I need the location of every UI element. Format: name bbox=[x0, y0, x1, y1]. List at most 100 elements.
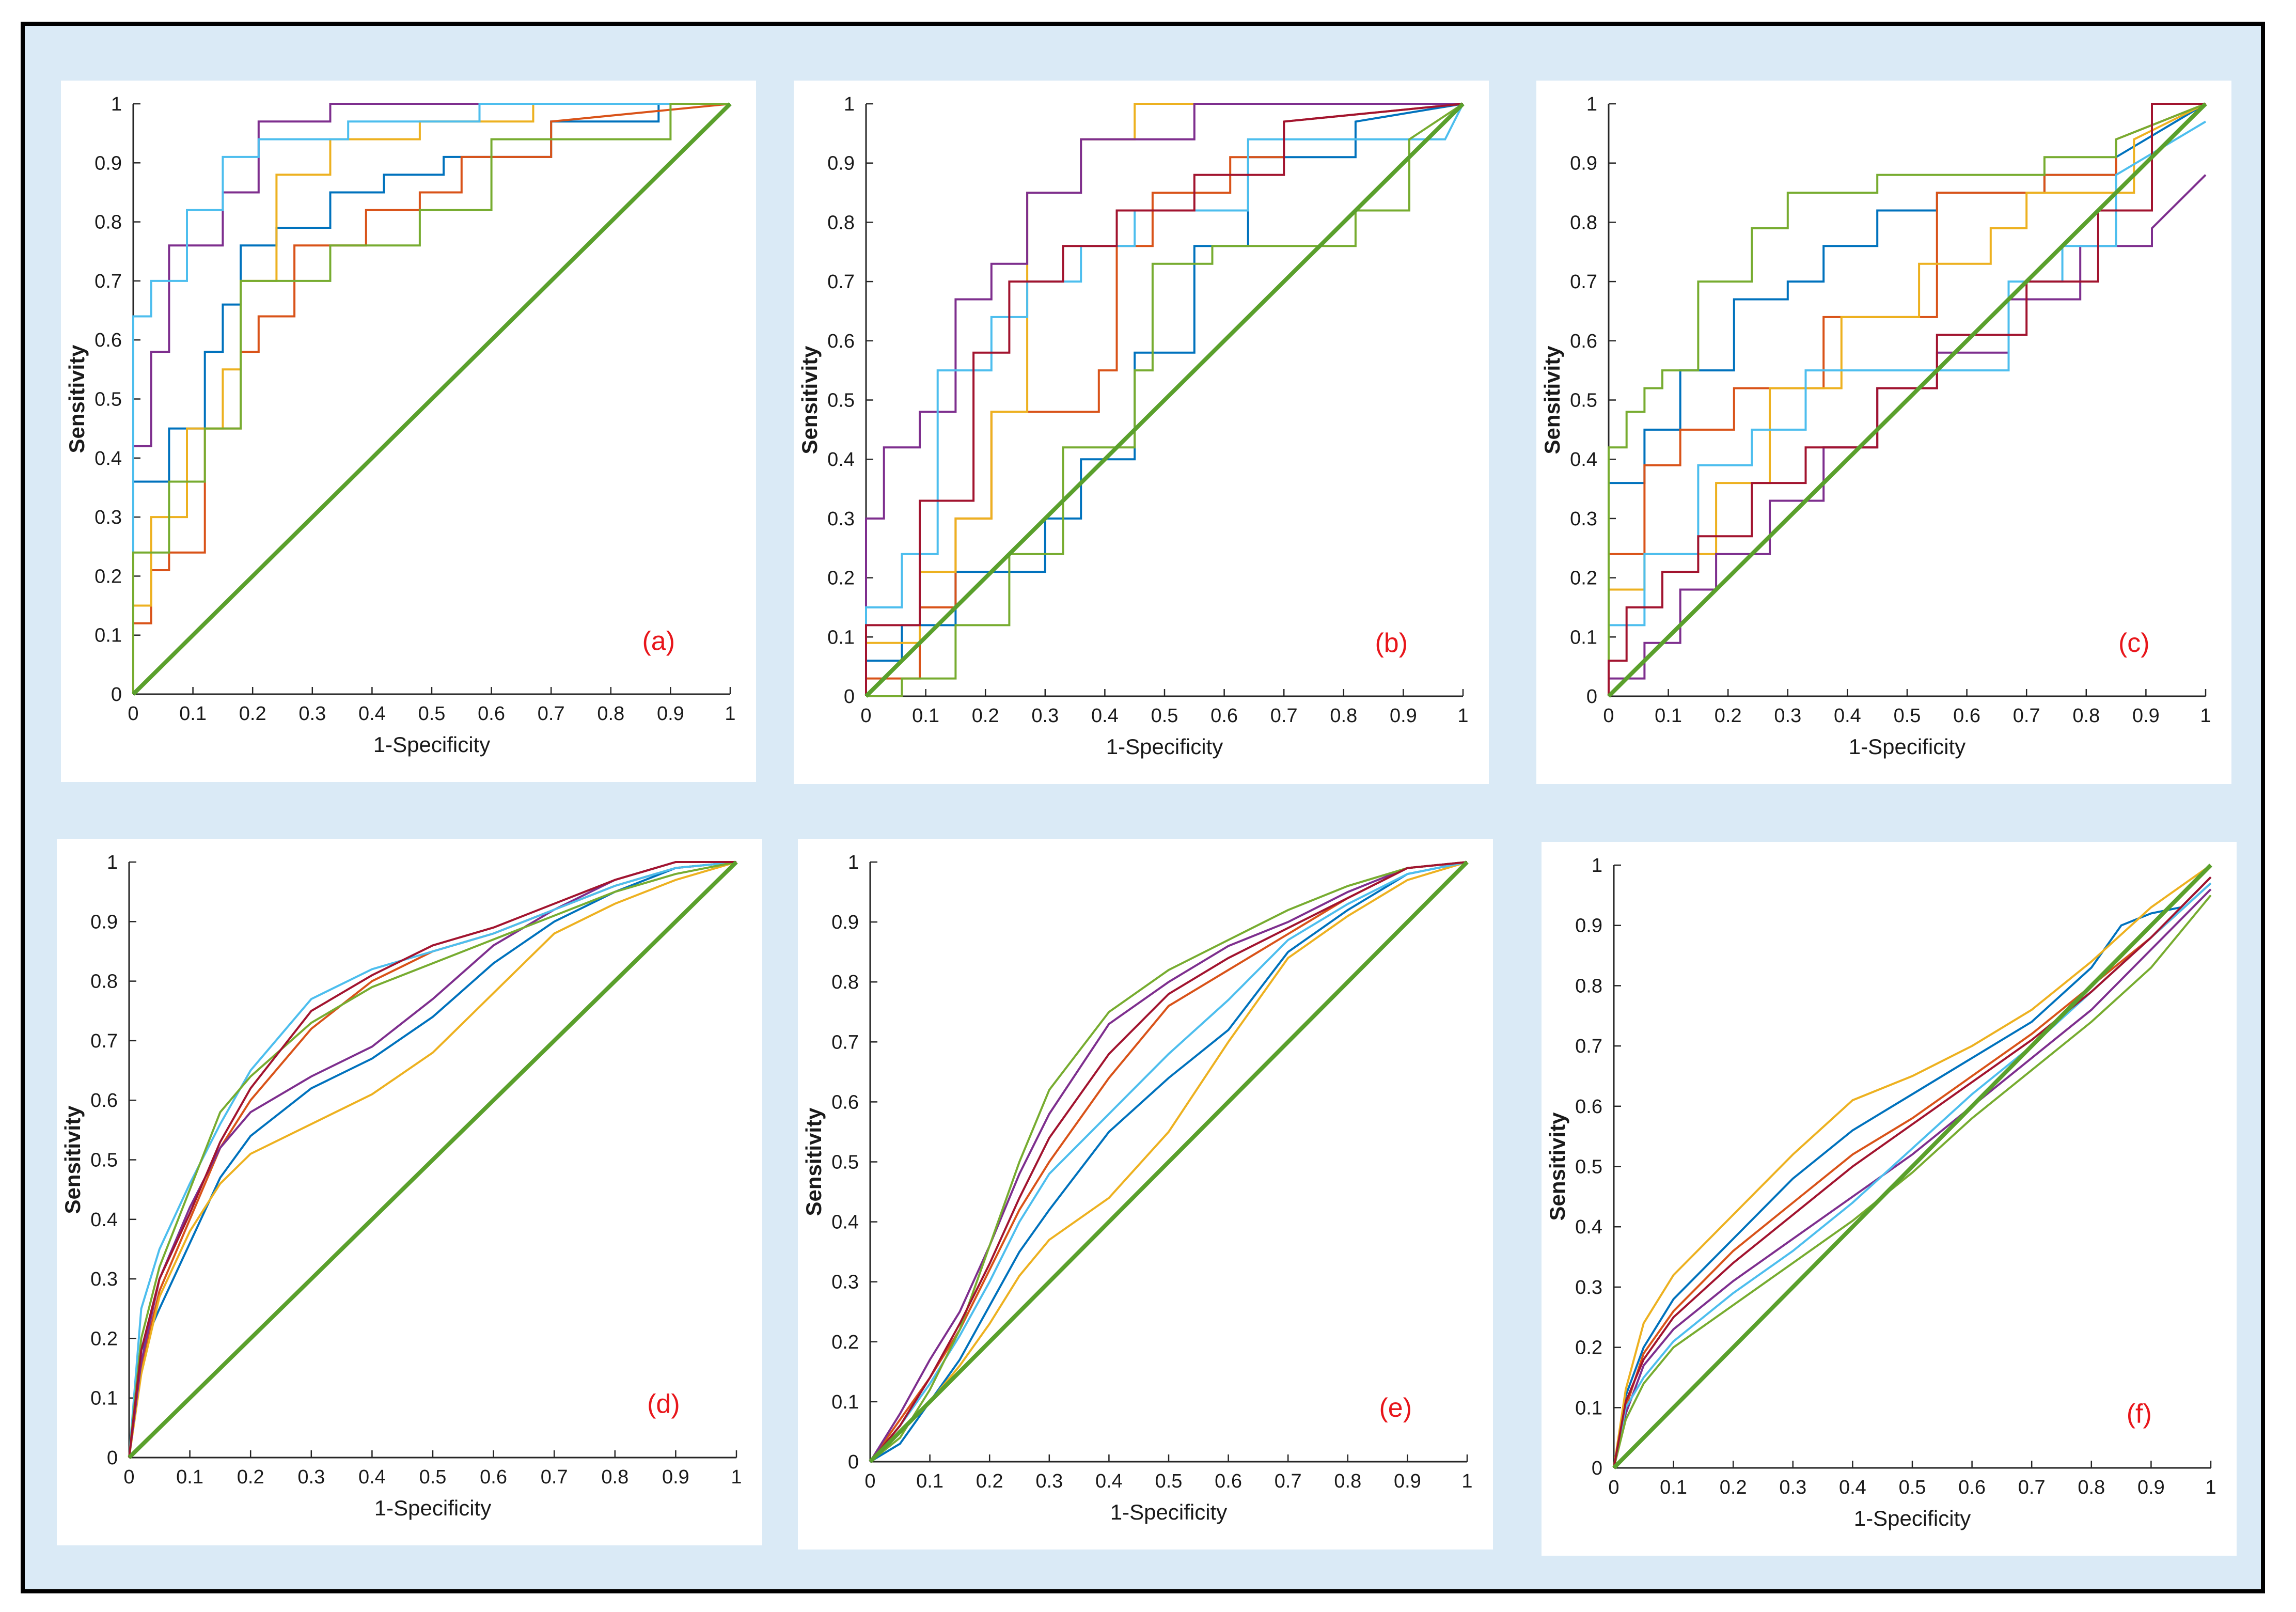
roc-curve-s6 bbox=[866, 103, 1464, 697]
roc-curve-s3 bbox=[1613, 864, 2212, 1468]
y-tick-label: 0.2 bbox=[827, 568, 855, 589]
x-tick-label: 0.4 bbox=[1091, 705, 1119, 727]
x-tick-label: 0.7 bbox=[2013, 705, 2040, 727]
y-tick-label: 0.1 bbox=[1570, 627, 1597, 648]
x-tick-label: 0.2 bbox=[237, 1466, 264, 1488]
y-axis-label: Sensitivity bbox=[65, 345, 89, 453]
y-tick-label: 0.3 bbox=[95, 507, 122, 528]
y-tick-label: 0.7 bbox=[90, 1030, 118, 1052]
x-tick-label: 0.5 bbox=[1894, 705, 1921, 727]
x-tick-label: 0.2 bbox=[972, 705, 999, 727]
roc-chart-svg: 0 0.1 0.2 0.3 0.4 0.5 0.6 0.7 0.8 0.9 1 0 0.1 0.2 0.3 0… bbox=[801, 852, 1473, 1524]
y-tick-label: 0.9 bbox=[831, 912, 859, 933]
chance-diagonal-line bbox=[1612, 864, 2212, 1469]
x-tick-label: 0.8 bbox=[2072, 705, 2100, 727]
y-tick-label: 0.6 bbox=[95, 330, 122, 351]
panel-tag: (a) bbox=[642, 626, 675, 656]
y-tick-label: 0 bbox=[844, 686, 855, 708]
x-tick-label: 0.1 bbox=[912, 705, 939, 727]
roc-curve-s7 bbox=[1608, 103, 2206, 696]
x-tick-label: 0.6 bbox=[480, 1466, 507, 1488]
x-tick-label: 0.3 bbox=[1774, 705, 1801, 727]
roc-curve-s6 bbox=[1613, 895, 2212, 1468]
y-tick-label: 0 bbox=[1586, 686, 1597, 708]
y-tick-label: 0.4 bbox=[95, 448, 122, 469]
y-tick-label: 0.9 bbox=[827, 153, 855, 175]
x-axis-label: 1-Specificity bbox=[374, 1496, 491, 1520]
chance-diagonal-line bbox=[864, 102, 1465, 698]
roc-curve-s6 bbox=[132, 103, 730, 694]
y-tick-label: 0.7 bbox=[827, 271, 855, 293]
x-tick-label: 0.9 bbox=[2137, 1477, 2165, 1498]
y-tick-label: 0.1 bbox=[95, 625, 122, 647]
y-tick-label: 0.2 bbox=[90, 1328, 118, 1350]
x-tick-label: 0 bbox=[128, 703, 138, 725]
y-tick-label: 0.4 bbox=[1575, 1216, 1602, 1238]
roc-curve-s7 bbox=[1613, 876, 2212, 1468]
x-tick-label: 0.8 bbox=[2078, 1477, 2105, 1498]
x-axis-label: 1-Specificity bbox=[1849, 734, 1965, 759]
y-axis-label: Sensitivity bbox=[1545, 1112, 1569, 1221]
x-tick-label: 0.6 bbox=[478, 703, 505, 725]
chance-diagonal-line bbox=[1607, 102, 2207, 698]
roc-panel-b: 0 0.1 0.2 0.3 0.4 0.5 0.6 0.7 0.8 0.9 1 0 0.1 0.2 0.3 0… bbox=[794, 81, 1489, 784]
x-tick-label: 0.2 bbox=[239, 703, 266, 725]
x-tick-label: 1 bbox=[1461, 1470, 1472, 1492]
roc-panel-d: 0 0.1 0.2 0.3 0.4 0.5 0.6 0.7 0.8 0.9 1 0 0.1 0.2 0.3 0… bbox=[57, 839, 762, 1545]
roc-curve-s4 bbox=[1613, 888, 2212, 1468]
y-tick-label: 0.2 bbox=[95, 566, 122, 587]
x-axis-label: 1-Specificity bbox=[1110, 1500, 1227, 1524]
y-tick-label: 0 bbox=[111, 684, 122, 706]
y-tick-label: 1 bbox=[1592, 855, 1602, 877]
x-tick-label: 0.8 bbox=[597, 703, 624, 725]
x-tick-label: 0.5 bbox=[1155, 1470, 1183, 1492]
x-tick-label: 0.9 bbox=[662, 1466, 689, 1488]
y-axis-label: Sensitivity bbox=[1540, 346, 1564, 455]
x-tick-label: 0.1 bbox=[179, 703, 207, 725]
y-tick-label: 0.5 bbox=[831, 1152, 859, 1173]
x-tick-label: 1 bbox=[725, 703, 735, 725]
y-axis-label: Sensitivity bbox=[60, 1105, 85, 1214]
panel-tag: (d) bbox=[647, 1389, 680, 1419]
x-tick-label: 0.5 bbox=[418, 703, 446, 725]
x-tick-label: 0.8 bbox=[1334, 1470, 1361, 1492]
x-tick-label: 0.4 bbox=[1095, 1470, 1123, 1492]
x-tick-label: 0.7 bbox=[538, 703, 565, 725]
roc-panel-e: 0 0.1 0.2 0.3 0.4 0.5 0.6 0.7 0.8 0.9 1 0 0.1 0.2 0.3 0… bbox=[798, 839, 1493, 1550]
x-tick-label: 0 bbox=[123, 1466, 134, 1488]
y-tick-label: 1 bbox=[844, 93, 855, 115]
x-tick-label: 1 bbox=[2205, 1477, 2216, 1498]
y-tick-label: 0.2 bbox=[831, 1332, 859, 1353]
roc-curve-s5 bbox=[1608, 120, 2207, 696]
x-tick-label: 0.1 bbox=[1660, 1477, 1687, 1498]
x-tick-label: 0.9 bbox=[2132, 705, 2160, 727]
x-tick-label: 0 bbox=[1603, 705, 1614, 727]
y-tick-label: 0.6 bbox=[1575, 1096, 1602, 1118]
x-tick-label: 0.9 bbox=[657, 703, 684, 725]
x-axis-label: 1-Specificity bbox=[1854, 1506, 1971, 1530]
y-axis-label: Sensitivity bbox=[801, 1107, 826, 1216]
roc-chart-svg: 0 0.1 0.2 0.3 0.4 0.5 0.6 0.7 0.8 0.9 1 0 0.1 0.2 0.3 0… bbox=[797, 93, 1469, 759]
panel-tag: (f) bbox=[2127, 1399, 2152, 1429]
panel-tag: (b) bbox=[1375, 628, 1408, 658]
x-axis-label: 1-Specificity bbox=[1106, 734, 1223, 759]
x-tick-label: 0.3 bbox=[1035, 1470, 1063, 1492]
y-tick-label: 0.1 bbox=[90, 1388, 118, 1410]
x-axis-label: 1-Specificity bbox=[373, 732, 490, 757]
x-tick-label: 0.6 bbox=[1215, 1470, 1242, 1492]
roc-panel-c: 0 0.1 0.2 0.3 0.4 0.5 0.6 0.7 0.8 0.9 1 0 0.1 0.2 0.3 0… bbox=[1536, 81, 2231, 784]
roc-curve-s7 bbox=[869, 861, 1468, 1463]
roc-curve-s4 bbox=[1608, 174, 2207, 696]
y-tick-label: 0.6 bbox=[1570, 331, 1597, 352]
x-tick-label: 0.7 bbox=[1275, 1470, 1302, 1492]
y-tick-label: 0.7 bbox=[95, 271, 122, 292]
y-tick-label: 0.8 bbox=[827, 212, 855, 233]
panel-tag: (c) bbox=[2118, 628, 2150, 658]
x-tick-label: 0.4 bbox=[358, 1466, 386, 1488]
y-tick-label: 0.7 bbox=[1570, 271, 1597, 293]
y-tick-label: 0.3 bbox=[827, 508, 855, 530]
y-tick-label: 0.8 bbox=[1570, 212, 1597, 233]
y-tick-label: 1 bbox=[107, 852, 118, 873]
x-tick-label: 0.9 bbox=[1390, 705, 1417, 727]
y-tick-label: 0.5 bbox=[827, 390, 855, 412]
